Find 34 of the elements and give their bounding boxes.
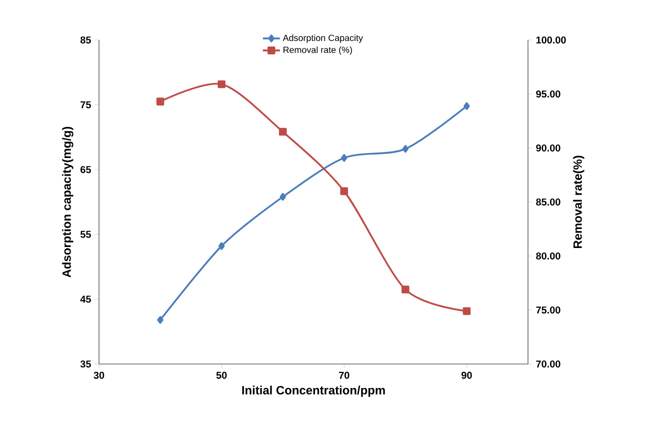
point (157, 316, 164, 324)
point (278, 128, 287, 136)
y-tick-label: 45 (80, 296, 91, 303)
point (464, 102, 470, 110)
y-axis-title: Adsorption capacity(mg/g) (62, 126, 74, 278)
y-tick-label: 55 (80, 230, 91, 238)
y2-tick-label: 90.00 (536, 144, 560, 152)
y2-tick-label: 85.00 (536, 198, 560, 206)
x-tick-label: 90 (462, 372, 472, 379)
legend-label: Removal rate (%) (284, 46, 352, 55)
y2-tick-label: 100.00 (536, 36, 566, 44)
point (462, 307, 471, 315)
point (218, 242, 225, 250)
x-axis-title: Initial Concentration/ppm (242, 386, 385, 397)
y2-tick-label: 70.00 (536, 360, 560, 368)
point (341, 154, 348, 162)
y-tick-label: 65 (80, 166, 91, 174)
point (218, 80, 226, 88)
y2-tick-label: 75.00 (536, 306, 560, 314)
y-tick-label: 35 (80, 360, 91, 368)
y-tick-label: 85 (80, 36, 91, 44)
x-tick-label: 70 (339, 372, 350, 379)
point (156, 98, 164, 106)
point (402, 286, 410, 294)
y-tick-label: 75 (80, 101, 91, 108)
point (340, 187, 348, 196)
y2-tick-label: 95.00 (536, 90, 560, 98)
y2-axis-title: Removal rate(%) (573, 156, 584, 248)
x-tick-label: 30 (94, 372, 104, 379)
legend-label: Adsorption Capacity (282, 34, 363, 43)
x-tick-label: 50 (216, 372, 227, 379)
y2-tick-label: 80.00 (536, 252, 560, 260)
point (280, 192, 286, 201)
point (402, 144, 409, 153)
